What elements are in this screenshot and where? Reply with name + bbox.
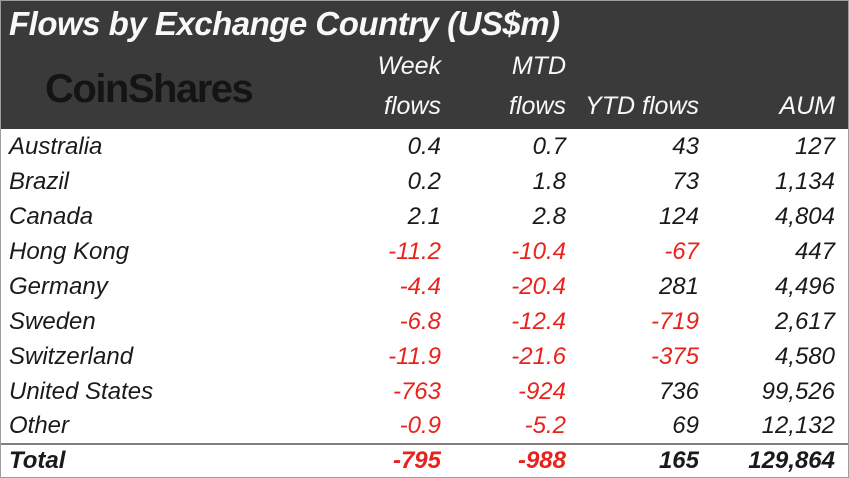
column-header-row: CoinShares Week flows MTD flows YTD flow… [1, 46, 848, 129]
ytd-flows-cell: 69 [672, 412, 699, 439]
logo-cell: CoinShares [1, 67, 309, 126]
ytd-flows-cell: 73 [672, 167, 699, 195]
aum-cell: 447 [794, 237, 835, 265]
column-header-week-flows: Week flows [309, 46, 441, 126]
page-title: Flows by Exchange Country (US$m) [9, 5, 560, 42]
total-row: Total -795 -988 165 129,864 [1, 443, 848, 476]
column-header-week-line2: flows [384, 92, 441, 120]
country-cell: Hong Kong [9, 237, 130, 265]
country-cell: Sweden [9, 307, 96, 335]
total-label-cell: Total [1, 443, 309, 476]
table-row: Germany -4.4 -20.4 281 4,496 [1, 269, 848, 304]
week-flows-cell: 2.1 [407, 202, 441, 230]
mtd-flows-cell: -924 [517, 377, 566, 405]
total-week-flows-cell: -795 [309, 443, 441, 476]
mtd-flows-cell: -20.4 [511, 272, 566, 300]
aum-cell: 1,134 [774, 167, 835, 195]
week-flows-cell: -763 [392, 377, 441, 405]
ytd-flows-cell: 43 [672, 132, 699, 160]
table-row: Other -0.9 -5.2 69 12,132 [1, 409, 848, 444]
week-flows-cell: 0.2 [407, 167, 441, 195]
mtd-flows-cell: -5.2 [524, 412, 566, 439]
week-flows-cell: -11.2 [388, 237, 441, 265]
column-header-ytd-flows: YTD flows [585, 92, 699, 120]
mtd-flows-cell: 1.8 [532, 167, 566, 195]
table-row: Sweden -6.8 -12.4 -719 2,617 [1, 304, 848, 339]
ytd-flows-cell: -375 [650, 342, 699, 370]
aum-cell: 4,804 [774, 202, 835, 230]
column-header-mtd-flows: MTD flows [441, 46, 566, 126]
table-row: Hong Kong -11.2 -10.4 -67 447 [1, 234, 848, 269]
aum-cell: 99,526 [761, 377, 835, 405]
column-header-week-line1: Week [377, 52, 441, 80]
mtd-flows-cell: -21.6 [511, 342, 566, 370]
country-cell: Canada [9, 202, 94, 230]
week-flows-cell: -0.9 [399, 412, 441, 439]
aum-cell: 2,617 [774, 307, 835, 335]
aum-cell: 12,132 [761, 412, 835, 439]
column-header-mtd-line2: flows [509, 92, 566, 120]
country-cell: Other [9, 412, 70, 439]
country-cell: United States [9, 377, 154, 405]
coinshares-logo: CoinShares [45, 67, 254, 111]
ytd-flows-cell: -67 [664, 237, 699, 265]
ytd-flows-cell: 736 [658, 377, 699, 405]
country-cell: Brazil [9, 167, 70, 195]
table-row: Switzerland -11.9 -21.6 -375 4,580 [1, 339, 848, 374]
ytd-flows-cell: 124 [658, 202, 699, 230]
week-flows-cell: -11.9 [388, 342, 441, 370]
table-row: Australia 0.4 0.7 43 127 [1, 129, 848, 164]
mtd-flows-cell: 0.7 [532, 132, 566, 160]
total-aum-cell: 129,864 [699, 443, 848, 476]
ytd-flows-cell: 281 [658, 272, 699, 300]
table-row: Canada 2.1 2.8 124 4,804 [1, 199, 848, 234]
ytd-flows-cell: -719 [650, 307, 699, 335]
table-row: Brazil 0.2 1.8 73 1,134 [1, 164, 848, 199]
week-flows-cell: -4.4 [399, 272, 441, 300]
table-row: United States -763 -924 736 99,526 [1, 374, 848, 409]
aum-cell: 4,496 [774, 272, 835, 300]
week-flows-cell: -6.8 [399, 307, 441, 335]
column-header-aum: AUM [779, 92, 835, 120]
panel-header: Flows by Exchange Country (US$m) CoinSha… [1, 1, 848, 129]
week-flows-cell: 0.4 [407, 132, 441, 160]
aum-cell: 127 [794, 132, 835, 160]
flows-table: Australia 0.4 0.7 43 127 Brazil 0.2 1.8 … [1, 129, 848, 476]
mtd-flows-cell: 2.8 [532, 202, 566, 230]
mtd-flows-cell: -12.4 [511, 307, 566, 335]
column-header-mtd-line1: MTD [511, 52, 566, 80]
country-cell: Switzerland [9, 342, 134, 370]
country-cell: Australia [9, 132, 103, 160]
mtd-flows-cell: -10.4 [511, 237, 566, 265]
total-ytd-flows-cell: 165 [566, 443, 699, 476]
total-mtd-flows-cell: -988 [441, 443, 566, 476]
country-cell: Germany [9, 272, 108, 300]
aum-cell: 4,580 [774, 342, 835, 370]
